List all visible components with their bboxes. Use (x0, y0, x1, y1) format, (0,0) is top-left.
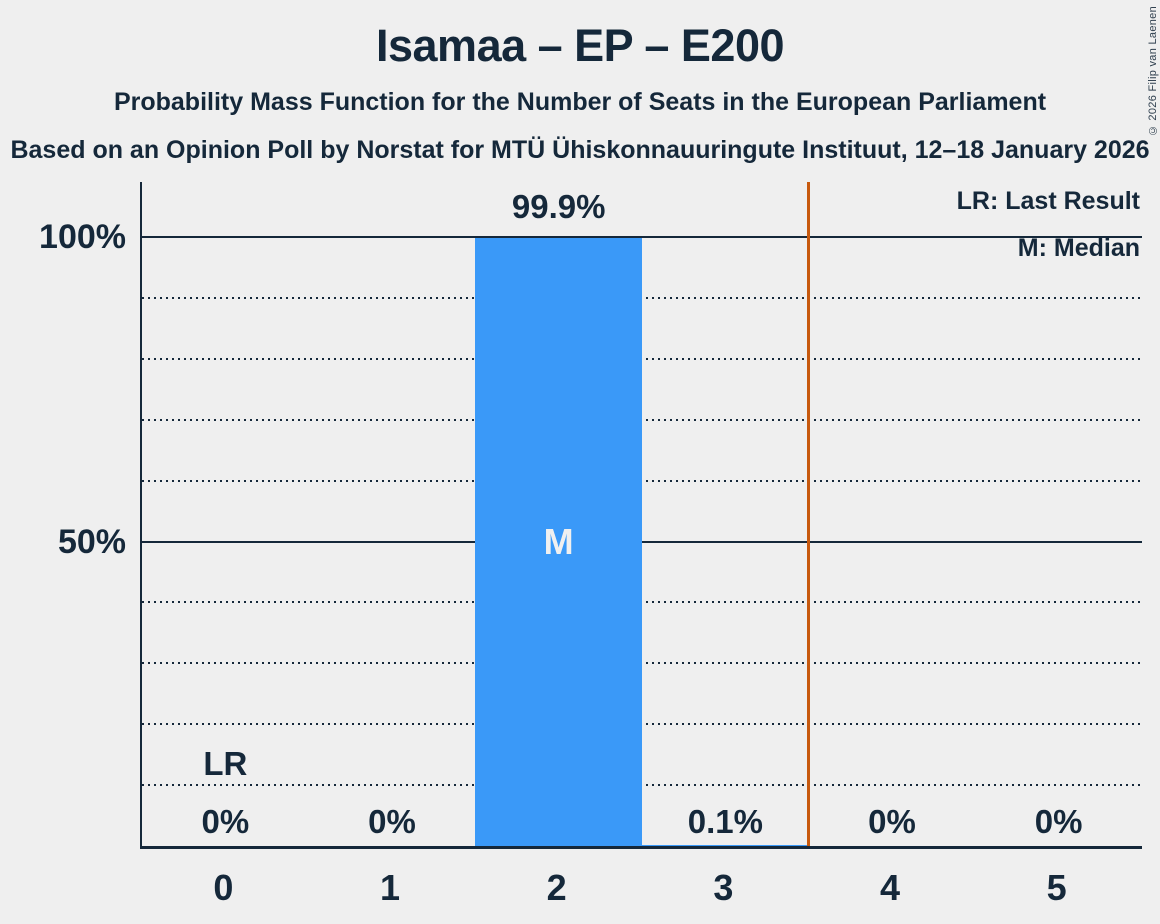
x-tick-3: 3 (713, 867, 734, 908)
chart-title: Isamaa – EP – E200 (376, 20, 785, 71)
gridline-10pct (142, 784, 1142, 787)
last-result-marker: LR (203, 745, 248, 782)
chart-subtitle: Probability Mass Function for the Number… (113, 88, 1047, 116)
y-tick-100: 100% (39, 218, 126, 256)
y-tick-50: 50% (57, 522, 126, 561)
threshold-line (807, 182, 811, 846)
x-tick-4: 4 (879, 867, 900, 908)
gridline-90pct (142, 296, 1142, 299)
gridline-40pct (142, 601, 1142, 604)
pmf-bar-seats-2 (475, 237, 642, 846)
gridline-30pct (142, 662, 1142, 665)
value-label-seats-4: 0% (868, 803, 916, 840)
gridline-80pct (142, 357, 1142, 360)
median-marker: M (543, 520, 574, 562)
value-label-seats-2: 99.9% (511, 188, 606, 225)
poll-source-line: Based on an Opinion Poll by Norstat for … (10, 136, 1150, 164)
value-label-seats-5: 0% (1034, 803, 1083, 840)
gridline-100pct (142, 236, 1142, 238)
gridline-20pct (142, 723, 1142, 726)
gridline-60pct (142, 479, 1142, 482)
x-tick-1: 1 (379, 867, 400, 908)
copyright-notice: © 2026 Filip van Laenen (1147, 6, 1159, 137)
legend-median: M: Median (1017, 234, 1140, 262)
gridline-50pct (142, 540, 1142, 543)
plot-area: 0% 0% 99.9% 0.1% 0% 0% M LR (140, 182, 1142, 849)
gridline-70pct (142, 418, 1142, 421)
x-tick-0: 0 (213, 867, 234, 908)
pmf-bar-seats-3 (642, 845, 809, 846)
value-label-seats-3: 0.1% (687, 803, 763, 840)
x-tick-2: 2 (546, 867, 567, 908)
x-tick-5: 5 (1046, 867, 1067, 908)
value-label-seats-1: 0% (368, 803, 416, 840)
legend-last-result: LR: Last Result (956, 187, 1140, 215)
value-label-seats-0: 0% (201, 803, 250, 840)
